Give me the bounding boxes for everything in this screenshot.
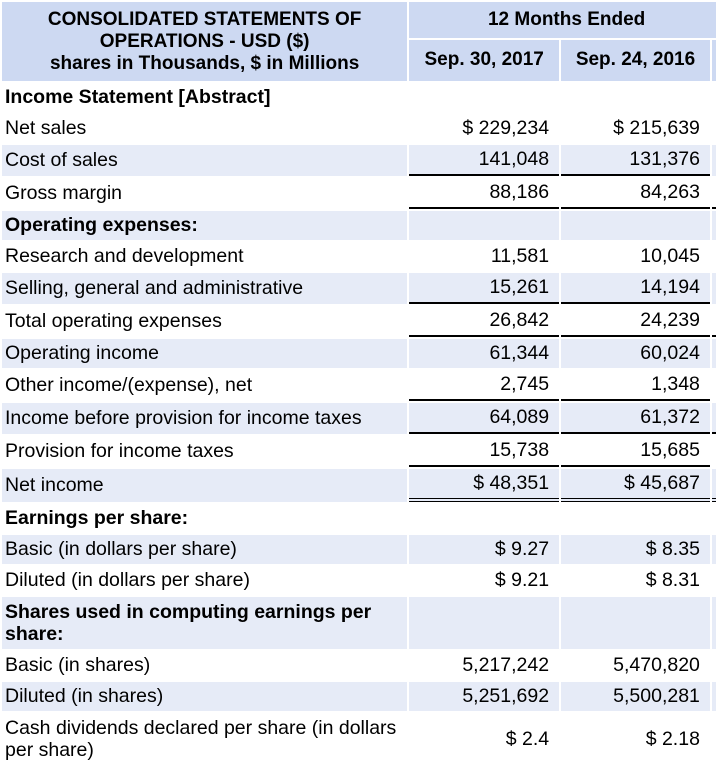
row-label-total-opex: Total operating expenses: [2, 306, 408, 337]
row-label-eps-diluted: Diluted (in dollars per share): [2, 566, 408, 595]
cell-2016: 61,372: [561, 403, 710, 434]
cell-2016: 1,348: [561, 370, 710, 401]
table-row: Provision for income taxes 15,738 15,685: [2, 436, 716, 467]
row-label-eps-basic: Basic (in dollars per share): [2, 535, 408, 564]
row-label-net-income: Net income: [2, 469, 408, 502]
cell-2016: 5,500,281: [561, 682, 710, 711]
table-row: Income Statement [Abstract]: [2, 83, 716, 112]
table-row: Diluted (in dollars per share) $ 9.21 $ …: [2, 566, 716, 595]
row-label-dividends: Cash dividends declared per share (in do…: [2, 713, 408, 765]
table-row: Net income $ 48,351 $ 45,687: [2, 469, 716, 502]
cell-2017: [409, 597, 560, 649]
title-line-2: OPERATIONS - USD ($): [99, 30, 310, 52]
cell-2017: 15,738: [409, 436, 560, 467]
cell-2016: 60,024: [561, 339, 710, 368]
cell-2016: 84,263: [561, 178, 710, 209]
title-line-3: shares in Thousands, $ in Millions: [49, 52, 360, 74]
cell-2017: 61,344: [409, 339, 560, 368]
cell-2017: $ 9.27: [409, 535, 560, 564]
row-label-income-statement: Income Statement [Abstract]: [2, 83, 408, 112]
cell-2016: 24,239: [561, 306, 710, 337]
row-label-cost-of-sales: Cost of sales: [2, 145, 408, 176]
table-row: Operating income 61,344 60,024: [2, 339, 716, 368]
cell-2016: 5,470,820: [561, 651, 710, 680]
table-row: Cost of sales 141,048 131,376: [2, 145, 716, 176]
table-row: Gross margin 88,186 84,263: [2, 178, 716, 209]
cell-2017: $ 229,234: [409, 114, 560, 143]
cell-2017: [409, 504, 560, 533]
row-label-other-income: Other income/(expense), net: [2, 370, 408, 401]
row-label-sga: Selling, general and administrative: [2, 273, 408, 304]
cell-2017: 11,581: [409, 242, 560, 271]
cell-2017: $ 48,351: [409, 469, 560, 502]
cell-2016: $ 45,687: [561, 469, 710, 502]
cell-2017: 2,745: [409, 370, 560, 401]
row-label-income-before-tax: Income before provision for income taxes: [2, 403, 408, 434]
cell-2017: 64,089: [409, 403, 560, 434]
cell-2017: [409, 83, 560, 112]
table-row: Research and development 11,581 10,045: [2, 242, 716, 271]
cell-2017: $ 9.21: [409, 566, 560, 595]
table-row: Net sales $ 229,234 $ 215,639: [2, 114, 716, 143]
cell-2017: 88,186: [409, 178, 560, 209]
row-label-net-sales: Net sales: [2, 114, 408, 143]
column-header-2016: Sep. 24, 2016: [561, 39, 710, 81]
cell-2016: [561, 597, 710, 649]
cell-2016: [561, 83, 710, 112]
cell-2016: [561, 504, 710, 533]
cell-2016: 15,685: [561, 436, 710, 467]
cell-2017: 15,261: [409, 273, 560, 304]
table-row: Selling, general and administrative 15,2…: [2, 273, 716, 304]
period-header: 12 Months Ended: [409, 2, 716, 38]
table-row: Income before provision for income taxes…: [2, 403, 716, 434]
row-label-eps: Earnings per share:: [2, 504, 408, 533]
cell-2017: 5,217,242: [409, 651, 560, 680]
row-label-operating-income: Operating income: [2, 339, 408, 368]
row-label-provision-tax: Provision for income taxes: [2, 436, 408, 467]
cell-2017: 26,842: [409, 306, 560, 337]
table-row: Basic (in dollars per share) $ 9.27 $ 8.…: [2, 535, 716, 564]
table-title: CONSOLIDATED STATEMENTS OF OPERATIONS - …: [2, 2, 408, 81]
table-row: Diluted (in shares) 5,251,692 5,500,281: [2, 682, 716, 711]
cell-2017: [409, 211, 560, 240]
title-line-1: CONSOLIDATED STATEMENTS OF: [47, 8, 362, 30]
cell-2017: $ 2.4: [409, 713, 560, 765]
table-row: Basic (in shares) 5,217,242 5,470,820: [2, 651, 716, 680]
cell-2017: 5,251,692: [409, 682, 560, 711]
row-label-shares-used: Shares used in computing earnings per sh…: [2, 597, 408, 649]
table-row: Other income/(expense), net 2,745 1,348: [2, 370, 716, 401]
table-row: Total operating expenses 26,842 24,239: [2, 306, 716, 337]
row-label-shares-basic: Basic (in shares): [2, 651, 408, 680]
cell-2016: $ 2.18: [561, 713, 710, 765]
row-label-shares-diluted: Diluted (in shares): [2, 682, 408, 711]
cell-2016: 14,194: [561, 273, 710, 304]
cell-2016: $ 8.31: [561, 566, 710, 595]
row-label-gross-margin: Gross margin: [2, 178, 408, 209]
table-row: Shares used in computing earnings per sh…: [2, 597, 716, 649]
header-spacer: [711, 39, 716, 81]
table-row: Earnings per share:: [2, 504, 716, 533]
cell-2016: $ 8.35: [561, 535, 710, 564]
row-label-rnd: Research and development: [2, 242, 408, 271]
column-header-2017: Sep. 30, 2017: [409, 39, 560, 81]
cell-2016: 131,376: [561, 145, 710, 176]
table-row: Operating expenses:: [2, 211, 716, 240]
cell-2016: $ 215,639: [561, 114, 710, 143]
cell-2016: [561, 211, 710, 240]
table-row: Cash dividends declared per share (in do…: [2, 713, 716, 765]
row-label-operating-expenses: Operating expenses:: [2, 211, 408, 240]
cell-2016: 10,045: [561, 242, 710, 271]
cell-2017: 141,048: [409, 145, 560, 176]
